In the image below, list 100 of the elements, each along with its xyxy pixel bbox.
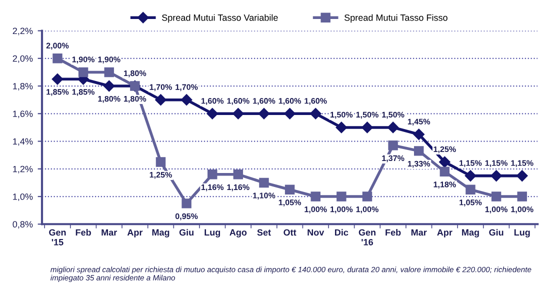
data-label: 1,90%: [72, 56, 95, 64]
x-tick-label: Feb: [76, 229, 91, 236]
data-label: 1,80%: [98, 96, 120, 103]
y-tick-label: 0,8%: [12, 221, 33, 229]
point: [182, 198, 192, 208]
data-label: 1,25%: [150, 172, 172, 179]
point: [52, 74, 64, 85]
data-label: 1,05%: [460, 200, 482, 206]
x-tick-label: Feb: [386, 229, 401, 236]
data-label: 1,00%: [330, 206, 353, 214]
point: [336, 122, 348, 134]
point: [387, 122, 399, 134]
x-tick-label: Mag: [462, 229, 479, 238]
data-label: 0,95%: [175, 213, 198, 220]
x-tick-label: Mar: [102, 229, 118, 236]
y-tick-label: 1,2%: [13, 166, 33, 174]
data-label: 1,70%: [150, 84, 172, 92]
y-tick-label: 2,2%: [12, 28, 33, 36]
y-tick-label: 2,0%: [12, 55, 33, 63]
data-label: 1,60%: [304, 98, 327, 105]
point: [258, 108, 270, 120]
data-label: 1,85%: [72, 89, 95, 96]
point: [156, 157, 166, 167]
data-label: 1,33%: [408, 160, 430, 168]
legend-label: Spread Mutui Tasso Variabile: [162, 14, 278, 23]
data-label: 1,90%: [98, 56, 120, 64]
x-tick-label: Mar: [411, 229, 427, 236]
point: [104, 80, 115, 92]
data-label: 1,18%: [434, 182, 456, 188]
x-tick-label: Ott: [284, 229, 296, 236]
point: [336, 192, 346, 202]
x-tick-label: Gen '15: [49, 229, 66, 246]
point: [310, 192, 320, 202]
data-label: 1,10%: [253, 192, 276, 200]
point: [232, 108, 244, 120]
data-label: 1,00%: [511, 206, 534, 214]
data-label: 1,60%: [201, 98, 224, 105]
x-tick-label: Giu: [179, 229, 194, 236]
point: [284, 184, 295, 194]
point: [52, 54, 62, 64]
x-tick-label: Mag: [152, 229, 170, 238]
x-tick-label: Nov: [308, 229, 324, 236]
x-tick-label: Giu: [489, 229, 504, 236]
point: [180, 94, 192, 106]
point: [466, 184, 476, 194]
x-tick-label: Apr: [437, 229, 452, 238]
point: [362, 192, 372, 202]
point: [490, 170, 502, 182]
data-label: 1,00%: [485, 206, 508, 214]
x-tick-label: Set: [257, 229, 271, 236]
data-label: 1,85%: [46, 89, 69, 96]
x-tick-label: Dic: [335, 229, 348, 236]
data-label: 1,25%: [434, 146, 456, 154]
legend-label: Spread Mutui Tasso Fisso: [344, 14, 448, 23]
data-label: 1,37%: [382, 155, 404, 162]
point: [310, 108, 322, 120]
data-label: 1,60%: [278, 98, 302, 105]
data-label: 2,00%: [46, 42, 69, 50]
data-label: 1,16%: [201, 184, 224, 192]
data-label: 1,45%: [408, 118, 430, 126]
x-tick-label: Ago: [230, 229, 247, 238]
point: [206, 108, 218, 120]
point: [413, 128, 424, 140]
point: [284, 108, 296, 120]
point: [414, 146, 424, 156]
point: [491, 192, 502, 202]
point: [517, 192, 527, 202]
point: [155, 94, 166, 106]
point: [362, 122, 373, 134]
point: [439, 156, 450, 168]
x-tick-label: Lug: [514, 229, 530, 238]
data-label: 1,15%: [485, 160, 508, 168]
data-label: 1,00%: [304, 206, 327, 214]
data-label: 1,80%: [124, 96, 146, 103]
y-tick-label: 1,6%: [13, 110, 33, 118]
point: [104, 67, 114, 78]
point: [388, 140, 398, 150]
data-label: 1,60%: [253, 98, 276, 105]
y-tick-label: 1,8%: [13, 82, 33, 90]
point: [259, 178, 269, 188]
data-label: 1,05%: [278, 200, 302, 206]
data-label: 1,50%: [382, 112, 404, 119]
data-label: 1,15%: [511, 160, 534, 168]
x-tick-label: Apr: [127, 229, 143, 238]
data-label: 1,16%: [227, 184, 250, 192]
data-label: 1,50%: [330, 112, 353, 119]
point: [233, 170, 244, 180]
data-label: 1,60%: [227, 98, 250, 105]
point: [516, 170, 528, 182]
point: [464, 170, 476, 182]
data-label: 1,00%: [356, 206, 378, 214]
data-label: 1,15%: [460, 160, 482, 168]
x-tick-label: Gen '16: [358, 229, 376, 246]
data-label: 1,50%: [356, 112, 378, 119]
point: [440, 166, 450, 177]
data-label: 1,80%: [124, 70, 146, 78]
data-label: 1,70%: [176, 84, 198, 92]
point: [78, 67, 88, 78]
y-tick-label: 1,4%: [13, 138, 33, 146]
x-tick-label: Lug: [204, 229, 220, 238]
